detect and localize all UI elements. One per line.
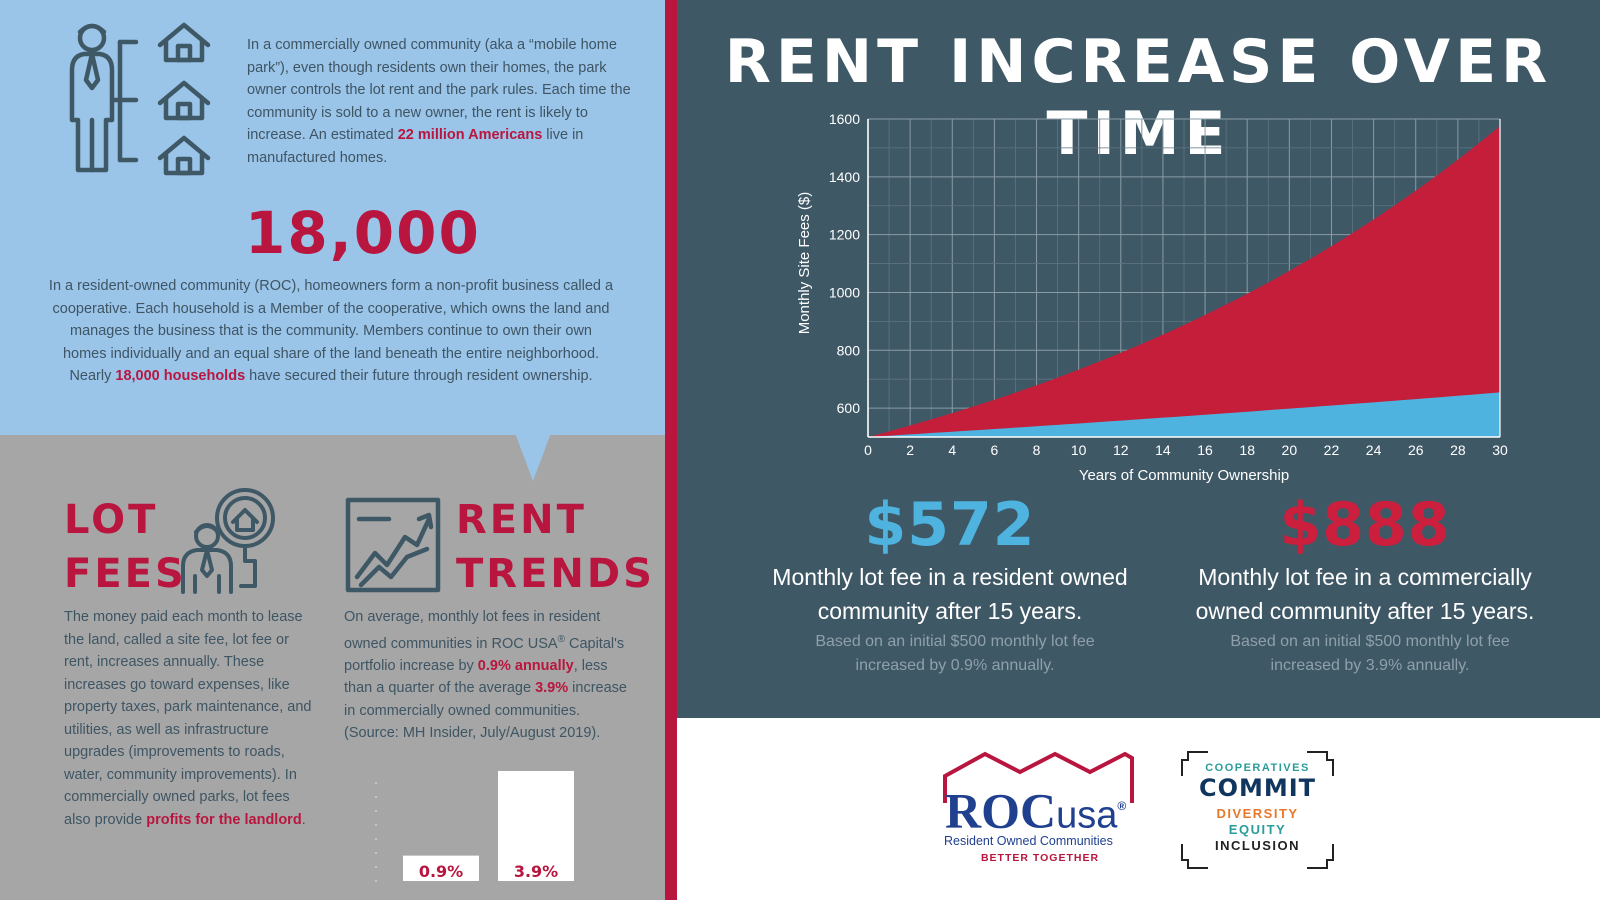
axis-dot	[375, 810, 377, 812]
commercial-fee-amount: $888	[1279, 490, 1451, 560]
roc-fee-note: Based on an initial $500 monthly lot fee…	[815, 633, 1095, 674]
person-search-house-icon	[181, 488, 275, 594]
rent-trends-paragraph: On average, monthly lot fees in resident…	[344, 606, 634, 745]
intro-paragraph: In a commercially owned community (aka a…	[247, 34, 632, 169]
rent-trends-text-part3: , less than a quarter of the average	[344, 657, 608, 697]
area-series-0.039	[868, 126, 1500, 437]
axis-dot	[375, 796, 377, 798]
axis-dot	[375, 880, 377, 882]
roc-registered-mark: ®	[1117, 799, 1127, 813]
x-tick-label: 30	[1492, 442, 1508, 458]
area-series-0.009	[868, 392, 1500, 437]
commercial-fee-note: Based on an initial $500 monthly lot fee…	[1230, 633, 1510, 674]
x-tick-label: 28	[1450, 442, 1466, 458]
rent-trends-text-part: On average, monthly lot fees in resident…	[344, 609, 601, 652]
roc-fee-caption: Monthly lot fee in a resident owned comm…	[772, 564, 1128, 624]
x-tick-label: 12	[1113, 442, 1129, 458]
speech-pointer	[515, 433, 551, 481]
y-tick-label: 1600	[829, 111, 860, 127]
roofline-icon	[943, 751, 1134, 803]
x-tick-label: 26	[1408, 442, 1424, 458]
commit-line-cooperatives: COOPERATIVES	[1205, 762, 1310, 774]
trend-chart-icon	[345, 497, 441, 593]
commit-line-diversity: DIVERSITY	[1216, 806, 1299, 821]
lot-fees-text-part: The money paid each month to lease the l…	[64, 609, 312, 828]
x-tick-label: 16	[1197, 442, 1213, 458]
rent-increase-chart: 0 2 4 6 8 10 12 14 16 18 20 22 24 26 28 306008001000120…	[796, 111, 1508, 484]
rent-trends-heading: RENT TRENDS	[456, 493, 655, 601]
x-tick-label: 8	[1033, 442, 1041, 458]
commit-line-equity: EQUITY	[1228, 822, 1287, 837]
rent-trends-text-part2: Capital's portfolio increase by	[344, 635, 625, 674]
x-tick-label: 18	[1239, 442, 1255, 458]
households-stat: 18,000	[245, 199, 481, 267]
commercial-fee-caption: Monthly lot fee in a commercially owned …	[1195, 564, 1535, 624]
y-tick-label: 1000	[829, 284, 860, 300]
logo-panel	[677, 718, 1600, 900]
x-tick-label: 4	[948, 442, 956, 458]
rent-trends-highlight-1: 0.9% annually	[477, 657, 574, 674]
y-tick-label: 800	[837, 342, 861, 358]
x-tick-label: 2	[906, 442, 914, 458]
axis-dot	[375, 866, 377, 868]
x-tick-label: 24	[1366, 442, 1382, 458]
rent-trends-heading-line1: RENT	[456, 497, 587, 543]
roc-text-end: have secured their future through reside…	[245, 368, 593, 384]
roc-fee-amount: $572	[864, 490, 1036, 560]
roc-wordmark-usa: usa	[1056, 794, 1118, 837]
commit-line-inclusion: INCLUSION	[1215, 838, 1300, 853]
panel-divider	[665, 0, 677, 900]
y-axis-label: Monthly Site Fees ($)	[796, 192, 813, 335]
rent-trends-highlight-2: 3.9%	[535, 680, 569, 697]
lot-fees-paragraph: The money paid each month to lease the l…	[64, 606, 314, 831]
roc-paragraph: In a resident-owned community (ROC), hom…	[48, 275, 614, 388]
x-tick-label: 22	[1324, 442, 1340, 458]
lot-fees-heading-line1: LOT	[64, 497, 159, 543]
rate-comparison-bars: 0.9% 3.9%	[375, 771, 574, 882]
rate-bar-label: 3.9%	[514, 862, 558, 881]
commit-frame-icon	[1181, 751, 1334, 869]
x-tick-label: 10	[1071, 442, 1087, 458]
rent-trends-heading-line2: TRENDS	[456, 551, 655, 597]
roc-subtitle: Resident Owned Communities	[944, 834, 1113, 848]
lot-fees-text-end: .	[301, 811, 306, 828]
rent-trends-text-end: increase in commercially owned communiti…	[344, 680, 627, 742]
rate-bar	[403, 855, 479, 881]
lot-fees-heading: LOT FEES	[64, 493, 187, 601]
axis-dot	[375, 852, 377, 854]
rate-bar-label: 0.9%	[419, 862, 463, 881]
axis-dot	[375, 782, 377, 784]
intro-highlight: 22 million Americans	[397, 127, 543, 143]
y-tick-label: 1200	[829, 227, 860, 243]
commit-line-commit: COMMIT	[1198, 774, 1317, 802]
park-owner-houses-icon	[69, 22, 211, 176]
intro-text-part: In a commercially owned community (aka a…	[247, 37, 631, 143]
axis-dot	[375, 824, 377, 826]
roc-usa-logo: ROCusa® Resident Owned Communities BETTE…	[940, 748, 1150, 873]
lot-fees-highlight: profits for the landlord	[146, 811, 302, 828]
y-tick-label: 1400	[829, 169, 860, 185]
x-tick-label: 6	[991, 442, 999, 458]
cooperatives-commit-logo: COOPERATIVES COMMIT DIVERSITY EQUITY INC…	[1180, 750, 1335, 870]
roc-wordmark-roc: ROC	[945, 782, 1057, 839]
registered-mark: ®	[557, 633, 565, 645]
x-axis-label: Years of Community Ownership	[1079, 467, 1289, 484]
roc-highlight: 18,000 households	[115, 368, 246, 384]
intro-text-end: live in manufactured homes.	[247, 127, 584, 166]
lot-fees-heading-line2: FEES	[64, 551, 187, 597]
axis-dot	[375, 838, 377, 840]
x-tick-label: 20	[1282, 442, 1298, 458]
roc-tagline: BETTER TOGETHER	[980, 852, 1100, 864]
rate-bar	[498, 771, 574, 881]
x-tick-label: 14	[1155, 442, 1171, 458]
roc-wordmark: ROCusa®	[945, 778, 1126, 844]
x-tick-label: 0	[864, 442, 872, 458]
chart-title: RENT INCREASE OVER TIME	[724, 27, 1553, 169]
roc-text-part: In a resident-owned community (ROC), hom…	[48, 278, 614, 384]
y-tick-label: 600	[837, 400, 861, 416]
